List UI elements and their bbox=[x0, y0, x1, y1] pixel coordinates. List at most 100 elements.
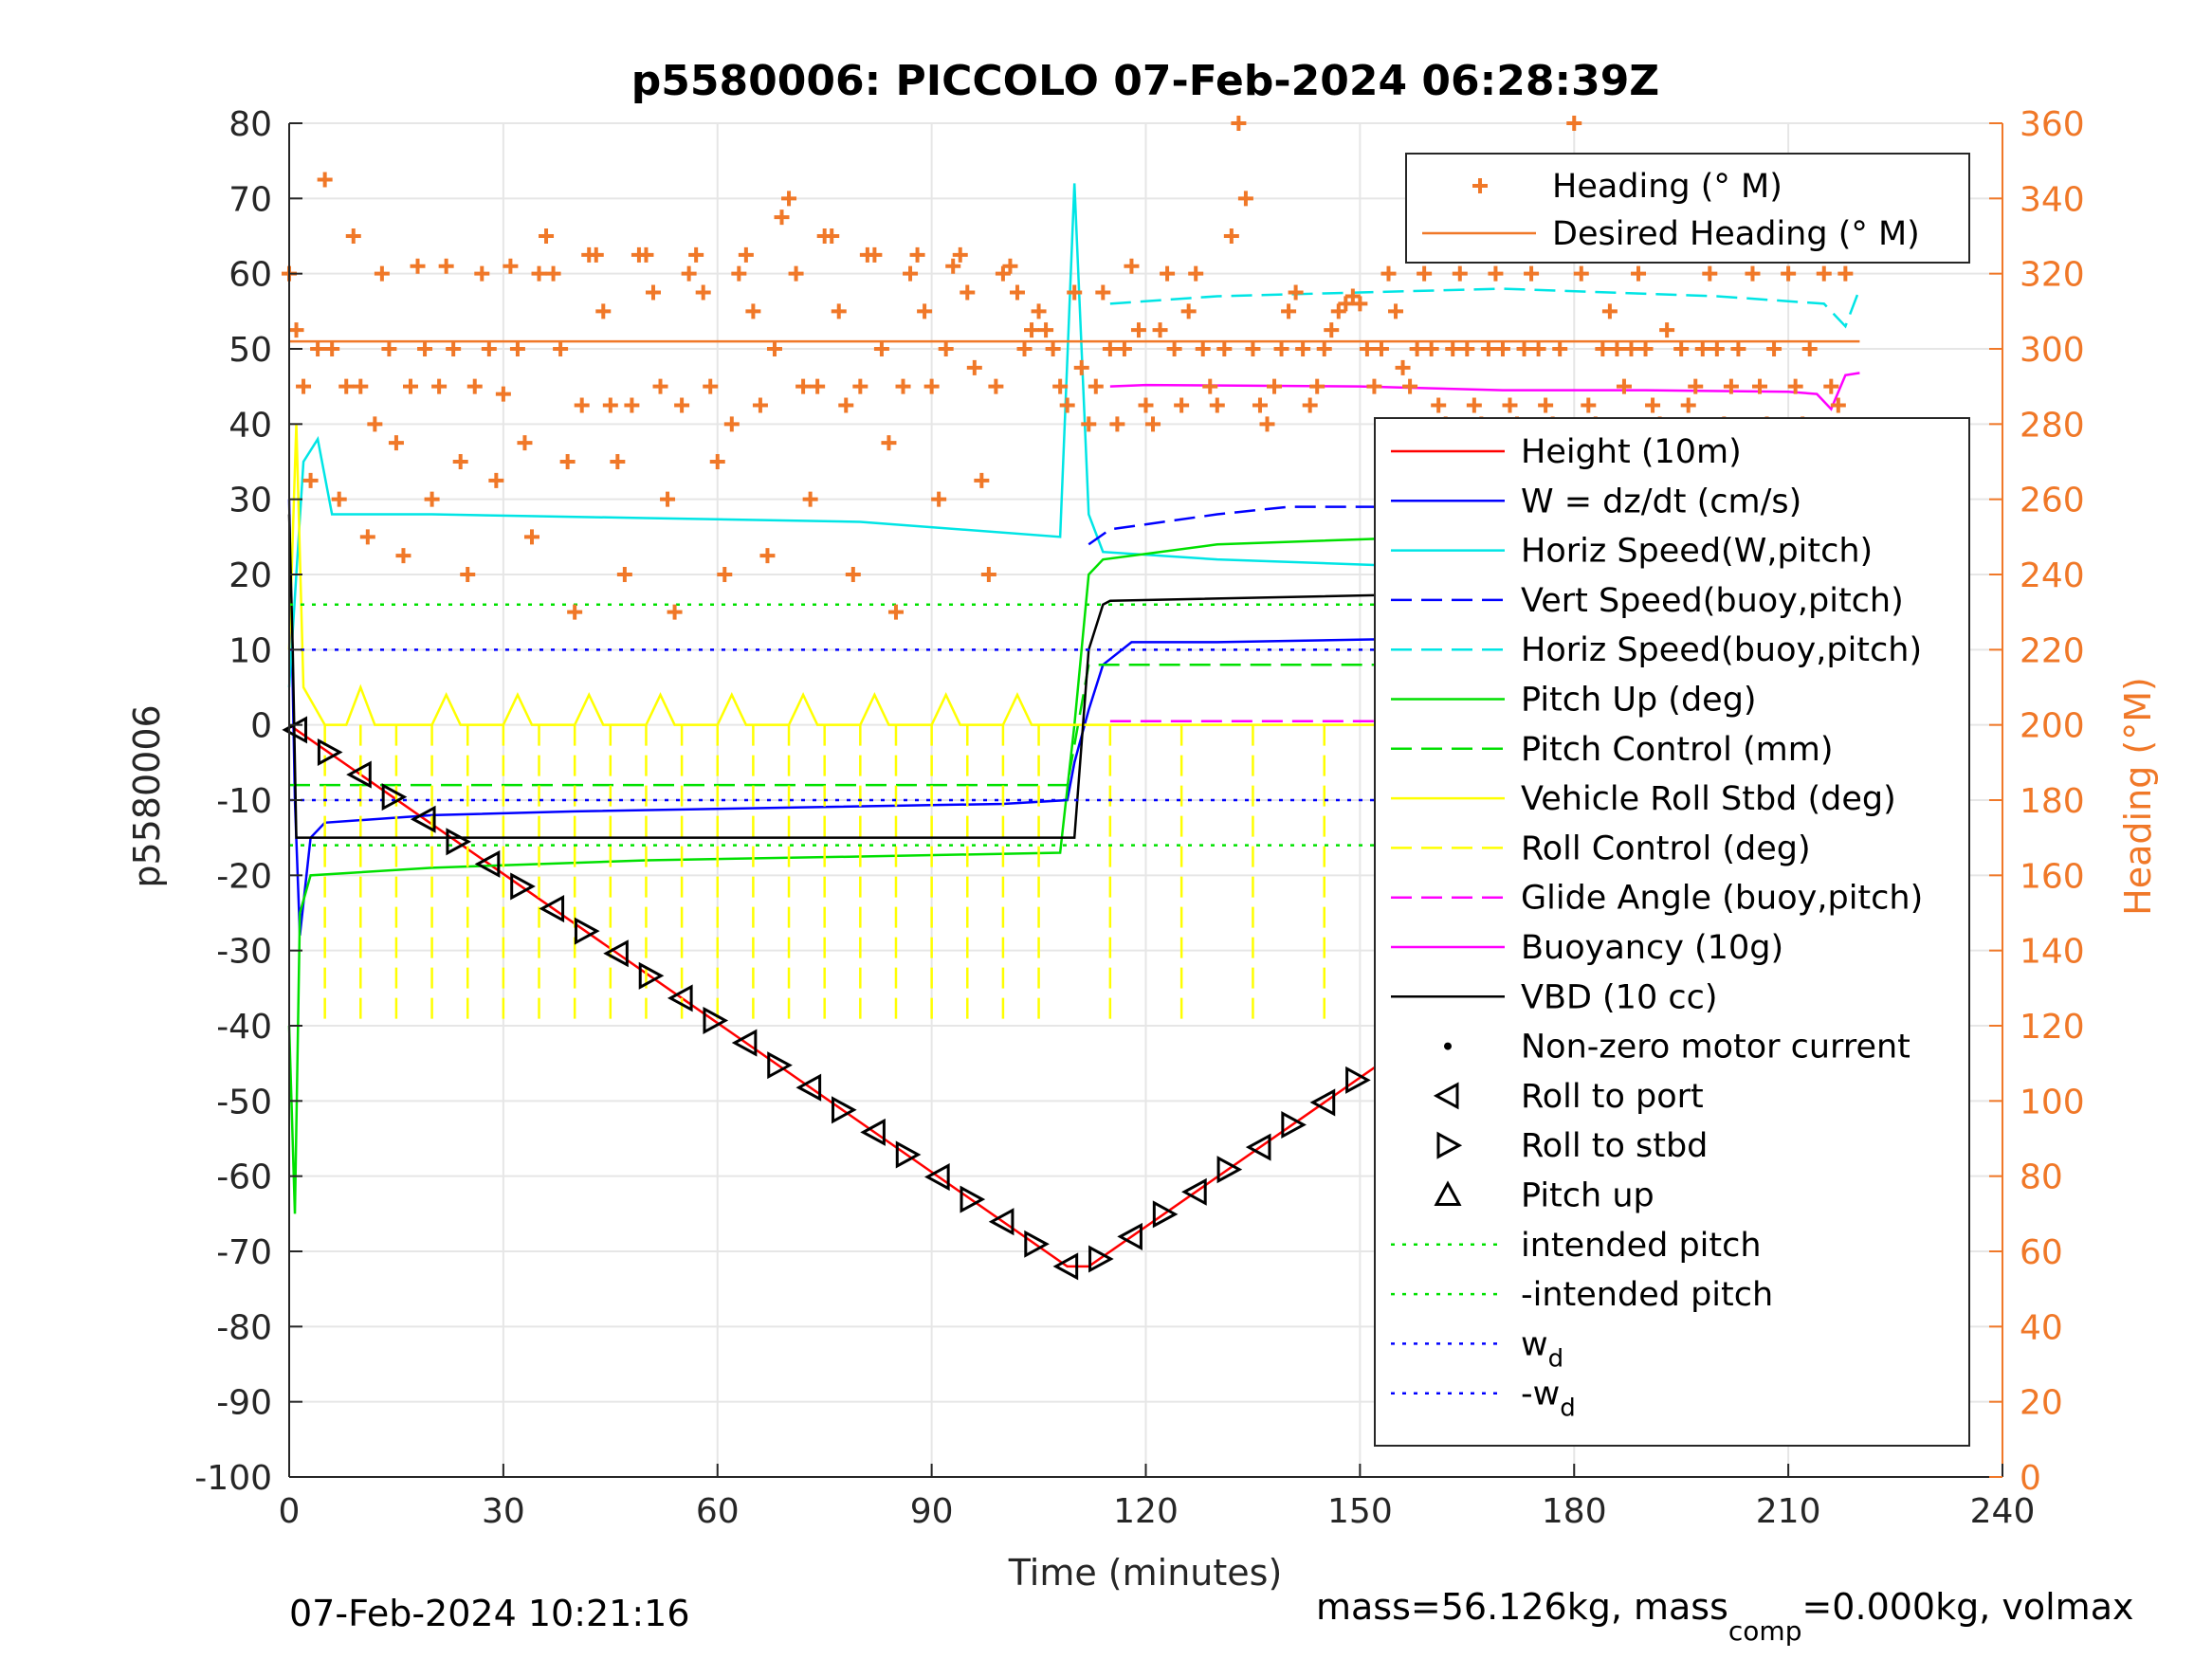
heading-point bbox=[766, 341, 782, 356]
heading-point bbox=[774, 210, 790, 226]
heading-legend-symbol bbox=[1472, 178, 1488, 193]
axes: 0 30 60 90 120 150 180 210 24080706050403020100-… bbox=[194, 105, 2084, 1531]
heading-point bbox=[1366, 378, 1382, 394]
heading-point bbox=[1445, 341, 1461, 356]
heading-point bbox=[723, 416, 740, 432]
heading-point bbox=[438, 258, 454, 274]
legend-label: Horiz Speed(W,pitch) bbox=[1521, 533, 1873, 571]
heading-point bbox=[903, 265, 919, 282]
roll-stbd-marker bbox=[1088, 1245, 1114, 1273]
heading-point bbox=[1766, 341, 1782, 356]
legend-symbol bbox=[1434, 1180, 1462, 1206]
roll-port-marker bbox=[346, 760, 372, 789]
heading-point bbox=[331, 491, 347, 507]
heading-point bbox=[1344, 288, 1361, 304]
heading-point bbox=[1566, 116, 1582, 131]
heading-point bbox=[1745, 265, 1761, 282]
roll-port-marker bbox=[1309, 1088, 1336, 1117]
roll-stbd-marker bbox=[574, 917, 600, 945]
heading-point bbox=[1237, 191, 1253, 207]
y2-tick-label: 0 bbox=[2020, 1459, 2041, 1498]
heading-point bbox=[638, 246, 654, 263]
heading-point bbox=[1601, 303, 1618, 319]
heading-point bbox=[667, 604, 683, 620]
heading-point bbox=[1801, 341, 1818, 356]
heading-point bbox=[1680, 397, 1696, 413]
heading-point bbox=[1024, 322, 1040, 338]
heading-point bbox=[945, 258, 961, 274]
heading-point bbox=[887, 604, 904, 620]
heading-point bbox=[410, 258, 426, 274]
roll-port-marker bbox=[795, 1073, 822, 1102]
heading-point bbox=[374, 265, 390, 282]
heading-point bbox=[1431, 397, 1447, 413]
y2-tick-label: 240 bbox=[2020, 556, 2085, 595]
x-tick-label: 240 bbox=[1970, 1492, 2036, 1531]
heading-point bbox=[1688, 378, 1704, 394]
legend-label: VBD (10 cc) bbox=[1521, 978, 1718, 1016]
heading-point bbox=[388, 435, 404, 451]
heading-point bbox=[531, 265, 547, 282]
legend-label: Roll Control (deg) bbox=[1521, 830, 1811, 867]
heading-point bbox=[559, 454, 576, 469]
heading-point bbox=[1252, 397, 1268, 413]
x-tick-label: 120 bbox=[1113, 1492, 1179, 1531]
heading-point bbox=[1002, 258, 1018, 274]
legend-label: Pitch up bbox=[1521, 1177, 1654, 1215]
heading-point bbox=[802, 491, 818, 507]
y2-tick-label: 320 bbox=[2020, 256, 2085, 295]
heading-point bbox=[1273, 341, 1289, 356]
heading-point bbox=[517, 435, 533, 451]
roll-stbd-marker bbox=[638, 961, 665, 990]
heading-legend: Heading (° M) Desired Heading (° M) bbox=[1405, 153, 1970, 264]
heading-point bbox=[1195, 341, 1211, 356]
heading-point bbox=[495, 386, 511, 402]
roll-port-marker bbox=[1117, 1222, 1143, 1250]
y-tick-label: 70 bbox=[229, 180, 272, 219]
roll-port-marker bbox=[410, 805, 436, 833]
heading-point bbox=[709, 454, 725, 469]
heading-legend-label: Heading (° M) bbox=[1552, 168, 1782, 206]
heading-point bbox=[1595, 341, 1611, 356]
heading-point bbox=[1067, 284, 1083, 301]
y-tick-label: -50 bbox=[216, 1083, 272, 1121]
legend-label: Buoyancy (10g) bbox=[1521, 929, 1783, 967]
heading-point bbox=[645, 284, 661, 301]
heading-point bbox=[417, 341, 433, 356]
roll-port-marker bbox=[1245, 1133, 1271, 1161]
roll-stbd-marker bbox=[767, 1051, 793, 1080]
x-axis-label: Time (minutes) bbox=[1008, 1552, 1283, 1594]
heading-point bbox=[831, 303, 847, 319]
heading-point bbox=[1031, 303, 1047, 319]
heading-point bbox=[738, 246, 754, 263]
heading-point bbox=[1088, 378, 1104, 394]
roll-port-marker bbox=[603, 939, 629, 968]
legend-symbol bbox=[1433, 1082, 1459, 1110]
x-tick-label: 0 bbox=[279, 1492, 301, 1531]
heading-point bbox=[1216, 341, 1233, 356]
heading-point bbox=[1388, 303, 1404, 319]
heading-point bbox=[1837, 265, 1854, 282]
heading-point bbox=[395, 548, 411, 564]
heading-point bbox=[1138, 397, 1154, 413]
y-tick-label: -40 bbox=[216, 1008, 272, 1047]
legend-label: Pitch Control (mm) bbox=[1521, 731, 1833, 769]
heading-point bbox=[917, 303, 933, 319]
heading-point bbox=[1573, 265, 1589, 282]
x-tick-label: 210 bbox=[1756, 1492, 1821, 1531]
roll-port-marker bbox=[539, 895, 565, 923]
heading-point bbox=[588, 246, 604, 263]
legend-label: W = dz/dt (cm/s) bbox=[1521, 483, 1801, 520]
y-tick-label: 0 bbox=[250, 707, 272, 746]
heading-point bbox=[966, 359, 982, 375]
roll-stbd-marker bbox=[1216, 1156, 1243, 1184]
heading-point bbox=[1202, 378, 1218, 394]
heading-point bbox=[788, 265, 804, 282]
heading-point bbox=[1409, 341, 1425, 356]
heading-point bbox=[1752, 378, 1768, 394]
heading-point bbox=[1538, 397, 1554, 413]
heading-point bbox=[1295, 341, 1311, 356]
roll-port-marker bbox=[1181, 1177, 1207, 1206]
y2-tick-label: 280 bbox=[2020, 406, 2085, 445]
